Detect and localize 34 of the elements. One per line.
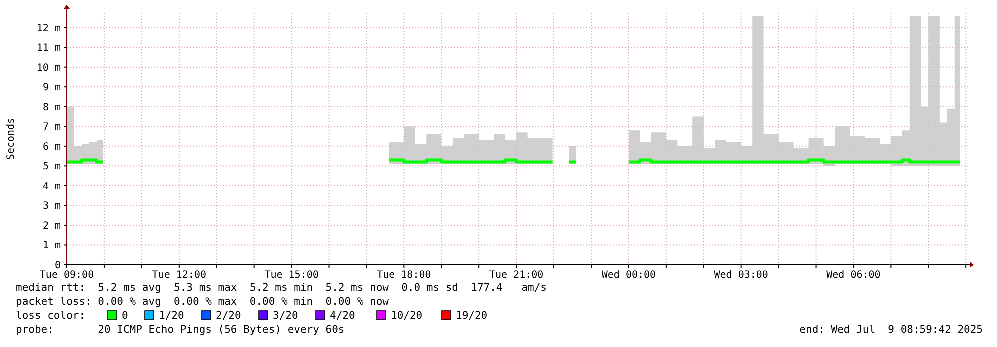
- y-tick-label: 10 m: [36, 62, 61, 74]
- y-tick-label: 9 m: [42, 82, 61, 94]
- x-tick-label: Tue 09:00: [40, 270, 94, 281]
- y-tick-label: 5 m: [42, 162, 61, 173]
- y-tick-label: 12 m: [36, 23, 61, 34]
- x-tick-label: Tue 15:00: [264, 270, 319, 281]
- text: median rtt: 5.2 ms avg 5.3 ms max 5.2 ms min 5.2 ms now 0.0 ms sd 177.4 am/s: [16, 282, 548, 294]
- text: probe: 20 ICMP Echo Pings (56 Bytes) every 60s: [16, 324, 345, 336]
- legend-label: 3/20: [273, 310, 298, 322]
- y-tick-label: 11 m: [36, 43, 61, 54]
- y-tick-label: 3 m: [42, 201, 61, 212]
- y-tick-label: 8 m: [42, 102, 61, 114]
- y-axis-title: Seconds: [6, 118, 17, 160]
- x-tick-label: Wed 00:00: [602, 270, 656, 281]
- x-tick-label: Tue 12:00: [152, 270, 206, 281]
- y-tick-label: 1 m: [42, 240, 61, 252]
- legend-label: 0: [122, 310, 128, 322]
- legend-label: 4/20: [330, 310, 356, 322]
- x-tick-label: Wed 03:00: [714, 270, 768, 281]
- legend-label: 19/20: [456, 310, 488, 322]
- legend-title: loss color:: [16, 310, 86, 322]
- legend-label: 2/20: [216, 310, 242, 322]
- y-tick-label: 4 m: [42, 181, 61, 192]
- y-tick-label: 6 m: [42, 142, 61, 153]
- text: packet loss: 0.00 % avg 0.00 % max 0.00 % min 0.00 % now: [16, 296, 390, 308]
- x-tick-label: Tue 18:00: [377, 270, 432, 281]
- x-tick-label: Wed 06:00: [826, 270, 881, 281]
- y-tick-label: 2 m: [42, 220, 61, 232]
- x-tick-label: Tue 21:00: [489, 270, 544, 281]
- y-tick-label: 7 m: [42, 122, 61, 134]
- legend-label: 10/20: [391, 310, 423, 322]
- y-tick-label: 0: [54, 260, 61, 272]
- text: end: Wed Jul 9 08:59:42 2025: [800, 324, 983, 336]
- legend-label: 1/20: [159, 310, 184, 322]
